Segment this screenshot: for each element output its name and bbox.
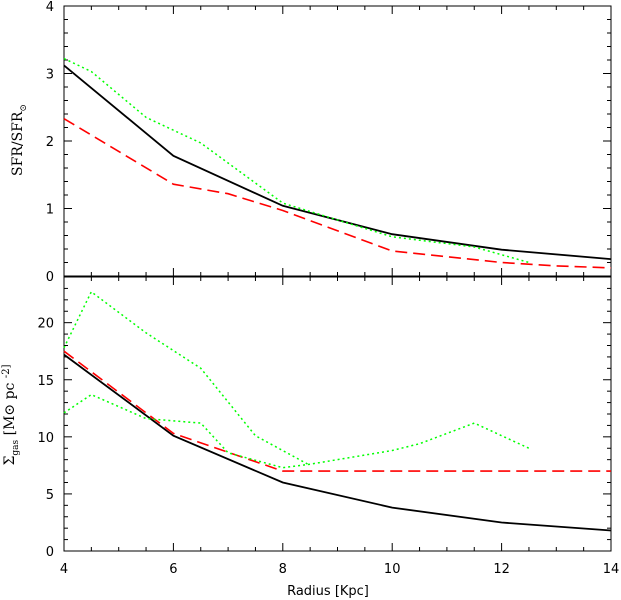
series-line-dashed	[63, 350, 611, 472]
bottom-ylabel: Σgas [M⊙ pc -2]	[1, 364, 21, 465]
top-ylabel: SFR/SFR⊙	[10, 104, 29, 176]
y-tick-label: 2	[46, 135, 54, 150]
plot-frame	[63, 276, 612, 552]
x-tick-label: 10	[384, 562, 401, 577]
x-tick-label: 12	[493, 562, 510, 577]
x-tick-label: 8	[279, 562, 287, 577]
y-tick-label: 5	[46, 488, 54, 503]
bottom-panel: 0 5 10 15 20 4 6 8 10 12 14	[37, 276, 620, 577]
y-tick-label: 1	[46, 203, 54, 218]
x-tick-label: 14	[603, 562, 620, 577]
series-line-dashed	[63, 118, 612, 269]
x-axis-label: Radius [Kpc]	[287, 584, 369, 599]
y-tick-label: 0	[46, 270, 54, 285]
series-line-dotted	[63, 290, 311, 467]
x-tick-label: 4	[60, 562, 68, 577]
x-tick-label: 6	[169, 562, 177, 577]
y-tick-label: 15	[37, 374, 54, 389]
top-panel: 0 1 2 3 4	[46, 0, 612, 285]
series-line-solid	[63, 353, 612, 532]
y-tick-label: 4	[46, 0, 54, 15]
plot-frame	[63, 5, 612, 277]
y-tick-label: 3	[46, 68, 54, 83]
y-tick-label: 0	[46, 545, 54, 560]
y-tick-label: 20	[37, 317, 54, 332]
y-tick-label: 10	[37, 431, 54, 446]
